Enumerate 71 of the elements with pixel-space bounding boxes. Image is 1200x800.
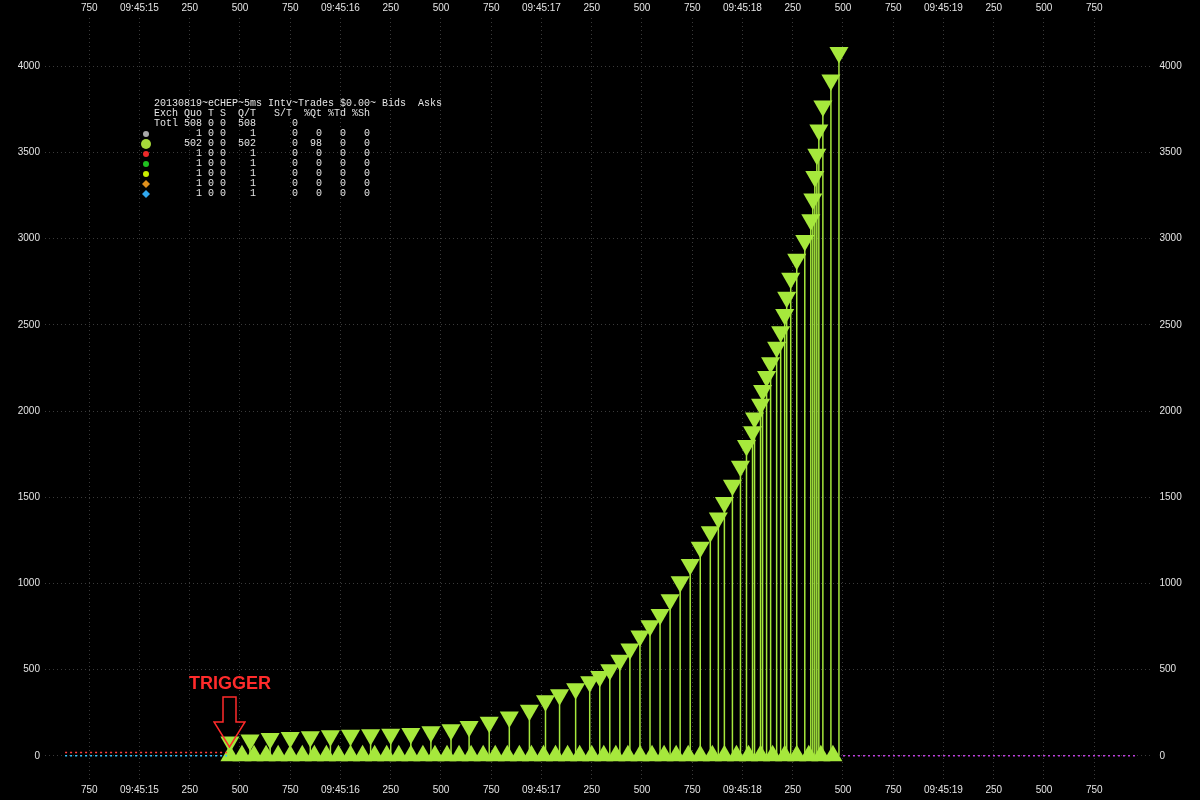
x-tick-label: 250 bbox=[583, 783, 601, 795]
x-tick-label: 250 bbox=[784, 783, 802, 795]
y-tick-label: 2500 bbox=[17, 318, 41, 330]
x-tick-label: 09:45:16 bbox=[321, 783, 361, 795]
x-tick-label: 500 bbox=[432, 783, 450, 795]
x2-tick-label: 750 bbox=[1085, 1, 1103, 13]
annotation: 1 0 0 1 0 0 0 0 bbox=[196, 148, 371, 159]
annotation: 1 0 0 1 0 0 0 0 bbox=[196, 168, 371, 179]
annotation: 1 0 0 1 0 0 0 0 bbox=[196, 128, 371, 139]
x-tick-label: 250 bbox=[382, 783, 400, 795]
y-tick-label: 0 bbox=[34, 749, 41, 761]
x2-tick-label: 500 bbox=[633, 1, 651, 13]
x-tick-label: 09:45:18 bbox=[723, 783, 763, 795]
annotation: 1 0 0 1 0 0 0 0 bbox=[196, 158, 371, 169]
y-tick-label: 1500 bbox=[17, 491, 41, 503]
x2-tick-label: 250 bbox=[382, 1, 400, 13]
x2-tick-label: 500 bbox=[834, 1, 852, 13]
y2-tick-label: 3000 bbox=[1159, 232, 1183, 244]
x2-tick-label: 750 bbox=[884, 1, 902, 13]
x-tick-label: 750 bbox=[80, 783, 98, 795]
y2-tick-label: 2500 bbox=[1159, 318, 1183, 330]
y2-tick-label: 1500 bbox=[1159, 491, 1183, 503]
x2-tick-label: 09:45:15 bbox=[120, 1, 160, 13]
x2-tick-label: 250 bbox=[583, 1, 601, 13]
annotation: TRIGGER bbox=[188, 673, 271, 694]
y-tick-label: 3000 bbox=[17, 232, 41, 244]
x2-tick-label: 250 bbox=[985, 1, 1003, 13]
x2-tick-label: 250 bbox=[181, 1, 199, 13]
x2-tick-label: 500 bbox=[432, 1, 450, 13]
x-tick-label: 250 bbox=[181, 783, 199, 795]
annotation: 1 0 0 1 0 0 0 0 bbox=[196, 178, 371, 189]
y2-tick-label: 0 bbox=[1159, 749, 1166, 761]
x2-tick-label: 500 bbox=[1035, 1, 1053, 13]
y2-tick-label: 1000 bbox=[1159, 577, 1183, 589]
annotation: 502 0 0 502 0 98 0 0 bbox=[184, 138, 371, 149]
x2-tick-label: 750 bbox=[80, 1, 98, 13]
annotation: Exch Quo T S Q/T S/T %Qt %Td %Sh bbox=[154, 108, 371, 119]
x-tick-label: 750 bbox=[482, 783, 500, 795]
x-tick-label: 09:45:19 bbox=[924, 783, 964, 795]
x-tick-label: 750 bbox=[683, 783, 701, 795]
x2-tick-label: 750 bbox=[281, 1, 299, 13]
x2-tick-label: 250 bbox=[784, 1, 802, 13]
x-tick-label: 500 bbox=[1035, 783, 1053, 795]
x2-tick-label: 09:45:17 bbox=[522, 1, 562, 13]
y2-tick-label: 500 bbox=[1159, 663, 1177, 675]
text: 20130819~eCHEP~5ms Intv~Trades $0.00~ Bids Asks bbox=[154, 98, 443, 109]
x-tick-label: 500 bbox=[633, 783, 651, 795]
x2-tick-label: 09:45:18 bbox=[723, 1, 763, 13]
x-tick-label: 750 bbox=[281, 783, 299, 795]
y-tick-label: 2000 bbox=[17, 404, 41, 416]
x2-tick-label: 750 bbox=[683, 1, 701, 13]
y2-tick-label: 2000 bbox=[1159, 404, 1183, 416]
x-tick-label: 750 bbox=[1085, 783, 1103, 795]
y-tick-label: 1000 bbox=[17, 577, 41, 589]
x-tick-label: 750 bbox=[884, 783, 902, 795]
y2-tick-label: 4000 bbox=[1159, 60, 1183, 72]
x2-tick-label: 500 bbox=[231, 1, 249, 13]
x2-tick-label: 09:45:19 bbox=[924, 1, 964, 13]
x2-tick-label: 750 bbox=[482, 1, 500, 13]
y2-tick-label: 3500 bbox=[1159, 146, 1183, 158]
x-tick-label: 250 bbox=[985, 783, 1003, 795]
x-tick-label: 500 bbox=[834, 783, 852, 795]
annotation: 1 0 0 1 0 0 0 0 bbox=[196, 188, 371, 199]
x2-tick-label: 09:45:16 bbox=[321, 1, 361, 13]
x-tick-label: 500 bbox=[231, 783, 249, 795]
y-tick-label: 500 bbox=[23, 663, 41, 675]
y-tick-label: 4000 bbox=[17, 60, 41, 72]
y-tick-label: 3500 bbox=[17, 146, 41, 158]
x-tick-label: 09:45:17 bbox=[522, 783, 562, 795]
x-tick-label: 09:45:15 bbox=[120, 783, 160, 795]
annotation: Totl 508 0 0 508 0 bbox=[154, 118, 299, 129]
